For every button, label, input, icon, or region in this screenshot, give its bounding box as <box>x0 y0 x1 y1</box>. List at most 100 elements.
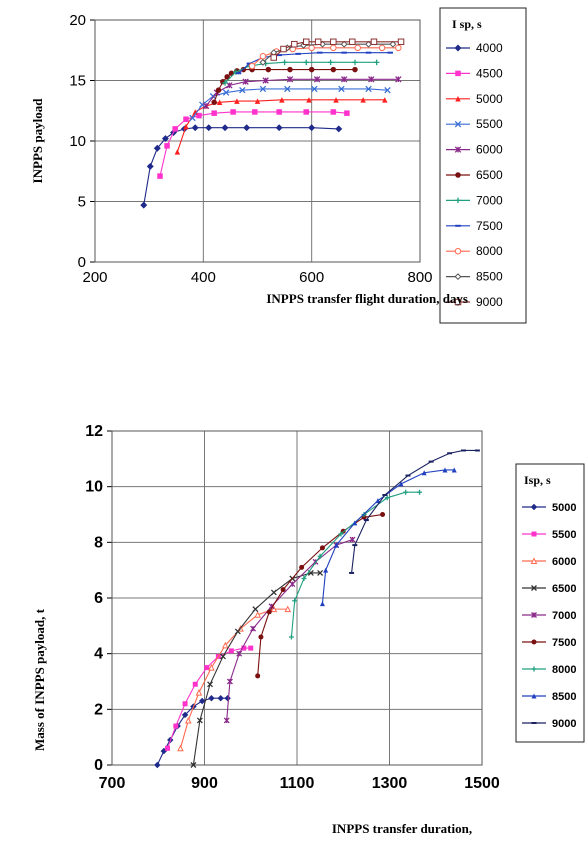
chart2-series-line-8500 <box>321 469 455 604</box>
chart1-legend-item-6000: 6000 <box>446 143 503 157</box>
chart1-data-point-4500 <box>211 110 217 116</box>
chart2-data-point-8500 <box>451 467 457 473</box>
chart2-data-point-5000 <box>224 694 231 702</box>
chart1-data-point-4500 <box>183 116 189 122</box>
chart2-legend-marker <box>531 531 537 537</box>
chart1-data-point-8500 <box>259 58 267 66</box>
chart1-y-tick-label: 5 <box>78 194 86 211</box>
chart2-legend-item-8000: 8000 <box>522 664 576 676</box>
chart2-legend-label: 8500 <box>552 691 576 703</box>
chart1-data-point-4000 <box>161 135 169 143</box>
chart2-data-point-6000 <box>195 689 203 696</box>
chart1-data-point-5000 <box>234 98 240 104</box>
chart2-legend-label: 6500 <box>552 583 576 595</box>
chart2-data-point-6500 <box>196 717 203 724</box>
chart2-data-point-8000 <box>338 531 344 537</box>
chart1-data-point-6000 <box>395 76 402 83</box>
chart1-data-point-6500 <box>308 66 315 73</box>
chart2-data-point-6500 <box>220 653 226 660</box>
chart1-data-point-4000 <box>191 124 199 132</box>
chart2-y-tick-label: 10 <box>85 479 103 496</box>
chart2-series-line-6000 <box>179 608 288 749</box>
chart2-legend-label: 7500 <box>552 637 576 649</box>
chart2-data-point-6500 <box>207 681 214 688</box>
chart2-data-point-5500 <box>165 745 170 751</box>
chart1-data-point-6500 <box>224 74 230 80</box>
chart2-x-tick-label: 1300 <box>372 775 408 792</box>
chart2-data-point-5500 <box>192 681 198 687</box>
chart-2-svg: 700 900 1100 1300 1500 0 2 4 6 8 10 12 Isp, s 5000 550… <box>32 423 585 836</box>
chart1-data-point-4000 <box>205 124 213 132</box>
chart2-data-point-5500 <box>173 723 179 729</box>
chart2-legend-label: 8000 <box>552 664 576 676</box>
chart1-data-point-6000 <box>242 78 249 85</box>
chart1-data-point-4500 <box>303 109 309 115</box>
chart1-data-point-8000 <box>248 62 256 70</box>
chart1-legend-label: 5000 <box>476 92 503 106</box>
chart1-series-5500 <box>189 85 391 122</box>
chart1-data-point-6000 <box>313 76 321 83</box>
chart1-legend-title: I sp, s <box>452 17 482 31</box>
chart2-legend-item-7000: 7000 <box>522 610 576 622</box>
chart1-data-point-9000 <box>270 54 277 61</box>
chart2-legend-marker <box>531 693 537 699</box>
chart2-series-8500 <box>319 467 457 607</box>
chart2-series-9000 <box>349 449 480 574</box>
chart1-series-line-4000 <box>143 127 339 206</box>
chart1-data-point-5500 <box>259 85 267 93</box>
chart1-legend-label: 6500 <box>476 168 503 182</box>
chart1-data-point-5000 <box>279 97 285 103</box>
chart1-series-4500 <box>157 109 350 179</box>
chart1-data-point-5000 <box>360 97 366 103</box>
chart1-y-axis-label: INPPS payload <box>30 98 45 184</box>
chart2-series-5500 <box>165 645 254 751</box>
chart2-data-point-8500 <box>319 601 325 607</box>
chart2-data-point-6000 <box>185 716 192 724</box>
chart2-legend-item-6500: 6500 <box>522 583 576 595</box>
chart1-data-point-8500 <box>365 40 372 48</box>
chart1-data-point-5500 <box>384 86 391 94</box>
chart1-data-point-6000 <box>202 102 210 110</box>
chart1-legend-marker <box>454 298 462 306</box>
chart1-data-point-6000 <box>340 76 348 83</box>
chart1-data-point-9000 <box>397 38 405 46</box>
chart1-data-point-5000 <box>174 149 181 155</box>
chart2-data-point-6000 <box>270 605 278 613</box>
chart1-legend-item-7000: 7000 <box>446 193 503 207</box>
chart1-data-point-5000 <box>254 98 261 104</box>
chart1-data-point-4500 <box>196 112 202 119</box>
chart2-legend-item-5500: 5500 <box>522 529 576 541</box>
chart1-legend-item-4500: 4500 <box>446 66 503 80</box>
chart2-data-point-8500 <box>398 481 404 487</box>
chart1-data-point-7000 <box>327 59 334 66</box>
chart1-series-line-6000 <box>205 78 399 107</box>
chart2-data-point-8000 <box>317 553 323 559</box>
chart1-legend-marker <box>454 146 462 153</box>
chart2-data-point-8000 <box>292 598 298 604</box>
chart2-plot-frame <box>111 430 483 766</box>
chart2-legend-marker <box>531 666 537 672</box>
chart1-legend-item-5000: 5000 <box>446 92 503 106</box>
chart1-data-point-5500 <box>284 85 291 93</box>
chart1-data-point-5000 <box>216 99 223 106</box>
chart1-legend-item-5500: 5500 <box>446 117 503 131</box>
chart2-data-point-5000 <box>208 694 215 702</box>
chart1-data-point-4000 <box>308 124 316 132</box>
chart2-y-tick-label: 0 <box>94 757 103 774</box>
chart2-series-6000 <box>177 605 292 752</box>
chart2-data-point-5000 <box>198 697 206 705</box>
chart1-data-point-9000 <box>370 38 378 46</box>
chart2-legend-item-5000: 5000 <box>522 502 576 514</box>
chart2-legend-label: 9000 <box>552 718 576 730</box>
chart2-data-point-7000 <box>250 625 257 632</box>
chart1-data-point-5500 <box>365 85 372 93</box>
chart1-data-point-6500 <box>265 66 272 73</box>
chart1-x-tick-label: 400 <box>191 269 216 286</box>
chart2-legend-marker <box>531 612 537 618</box>
chart1-series-5000 <box>174 97 388 155</box>
chart1-data-point-5000 <box>382 97 388 103</box>
chart1-x-tick-label: 600 <box>299 269 324 286</box>
chart1-series-line-5500 <box>192 88 388 119</box>
chart2-data-point-7500 <box>266 609 272 615</box>
